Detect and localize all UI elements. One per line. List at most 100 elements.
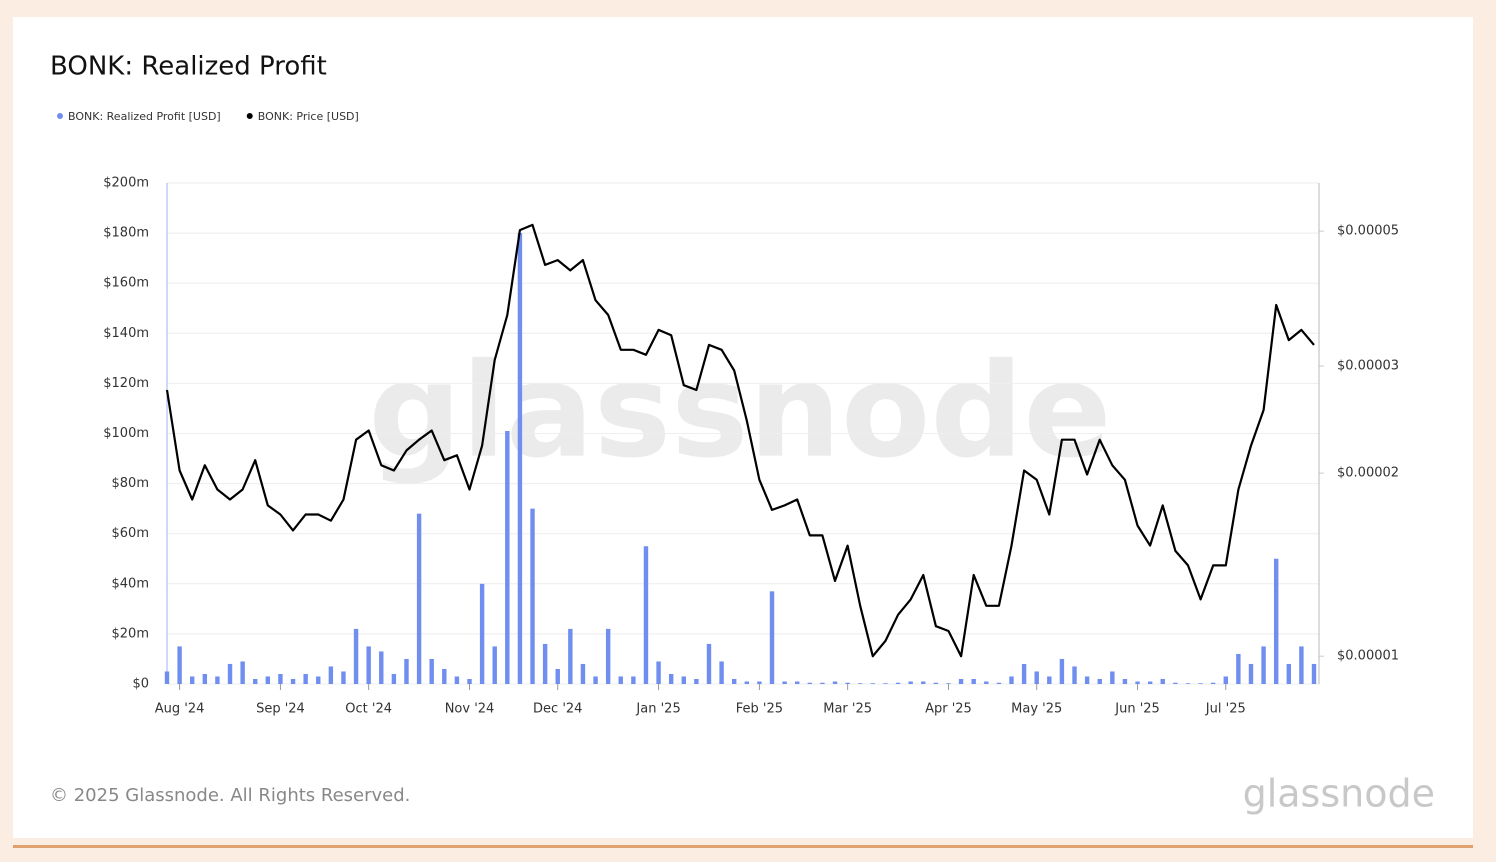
x-tick-label: Jul '25 xyxy=(1205,702,1246,717)
x-tick-label: Apr '25 xyxy=(925,702,972,717)
bar xyxy=(719,661,724,684)
bar xyxy=(379,651,384,684)
bar xyxy=(253,678,258,684)
bar xyxy=(391,673,397,684)
bar xyxy=(668,673,674,684)
bar xyxy=(341,671,346,684)
legend-label: BONK: Price [USD] xyxy=(258,110,359,123)
bar xyxy=(580,663,586,684)
bar xyxy=(1286,663,1291,684)
bar xyxy=(1110,671,1115,684)
bar xyxy=(366,646,371,684)
bar xyxy=(1311,663,1317,684)
bar xyxy=(618,676,623,684)
bar xyxy=(946,683,951,684)
bar xyxy=(757,681,762,684)
bar xyxy=(265,676,271,684)
bar xyxy=(769,591,775,684)
y2-tick-label: $0.00003 xyxy=(1337,359,1399,374)
bar xyxy=(807,682,813,684)
x-tick-label: Feb '25 xyxy=(736,702,783,717)
bar xyxy=(1299,646,1304,684)
bar xyxy=(1261,646,1266,684)
bar xyxy=(631,676,636,684)
y-tick-label: $20m xyxy=(112,626,149,641)
watermark: glassnode xyxy=(368,335,1111,487)
bar xyxy=(1185,683,1191,684)
x-tick-label: Nov '24 xyxy=(445,702,495,717)
legend-label: BONK: Realized Profit [USD] xyxy=(68,110,221,123)
bar xyxy=(795,681,800,684)
y-tick-label: $80m xyxy=(112,476,149,491)
bar xyxy=(731,678,737,684)
bar xyxy=(568,628,573,684)
x-tick-label: Mar '25 xyxy=(823,702,872,717)
bar xyxy=(202,673,208,684)
bar xyxy=(164,671,170,684)
bar xyxy=(492,646,497,684)
x-tick-label: May '25 xyxy=(1011,702,1062,717)
bar xyxy=(706,643,712,684)
bar xyxy=(643,546,649,684)
logo: glassnode xyxy=(1243,772,1435,816)
price-line xyxy=(165,223,1315,658)
bar xyxy=(278,673,283,684)
bar xyxy=(1236,653,1241,684)
bar xyxy=(996,682,1002,684)
bar xyxy=(593,676,598,684)
chart-title: BONK: Realized Profit xyxy=(50,52,327,82)
bar xyxy=(505,430,510,684)
bar xyxy=(1047,676,1052,684)
x-tick-label: Jan '25 xyxy=(635,702,680,717)
x-tick-label: Aug '24 xyxy=(155,702,205,717)
bar xyxy=(404,658,409,684)
bar xyxy=(681,676,686,684)
bar xyxy=(832,681,838,684)
bar xyxy=(883,683,888,684)
y-tick-label: $200m xyxy=(103,176,149,191)
bar xyxy=(921,681,926,684)
bar xyxy=(1084,676,1090,684)
legend-dot xyxy=(57,113,63,119)
y-tick-label: $140m xyxy=(103,326,149,341)
x-tick-label: Dec '24 xyxy=(533,702,582,717)
y-tick-label: $160m xyxy=(103,276,149,291)
plot: $0 $20m $40m $60m $80m $100m $120m $140m $160m $1… xyxy=(57,110,1399,717)
bar xyxy=(240,661,245,684)
card xyxy=(13,17,1473,838)
bar xyxy=(1072,666,1077,684)
y2-tick-label: $0.00005 xyxy=(1337,224,1399,239)
bar xyxy=(290,678,296,684)
bar xyxy=(656,661,661,684)
bar xyxy=(1135,681,1140,684)
bar xyxy=(908,681,913,684)
bar xyxy=(694,678,699,684)
bar xyxy=(605,628,611,684)
bar xyxy=(1273,558,1279,684)
bar xyxy=(328,666,334,684)
y2-tick-label: $0.00001 xyxy=(1337,649,1399,664)
bar xyxy=(845,682,850,684)
bar xyxy=(744,681,750,684)
bar xyxy=(227,663,233,684)
bar xyxy=(1160,678,1165,684)
bar xyxy=(958,678,964,684)
bar xyxy=(1198,683,1203,684)
y-tick-label: $180m xyxy=(103,226,149,241)
bar xyxy=(555,668,560,684)
x-tick-label: Sep '24 xyxy=(256,702,305,717)
bar xyxy=(782,681,787,684)
bar xyxy=(353,628,359,684)
bar xyxy=(190,676,195,684)
bar xyxy=(1034,671,1039,684)
bar xyxy=(1173,682,1178,684)
bar xyxy=(984,681,989,684)
bar xyxy=(1009,676,1014,684)
footer: © 2025 Glassnode. All Rights Reserved. xyxy=(50,785,410,806)
bar xyxy=(429,658,434,684)
x-tick-label: Oct '24 xyxy=(345,702,392,717)
bar xyxy=(1210,682,1216,684)
y-tick-label: $120m xyxy=(103,376,149,391)
legend-dot xyxy=(246,113,253,119)
